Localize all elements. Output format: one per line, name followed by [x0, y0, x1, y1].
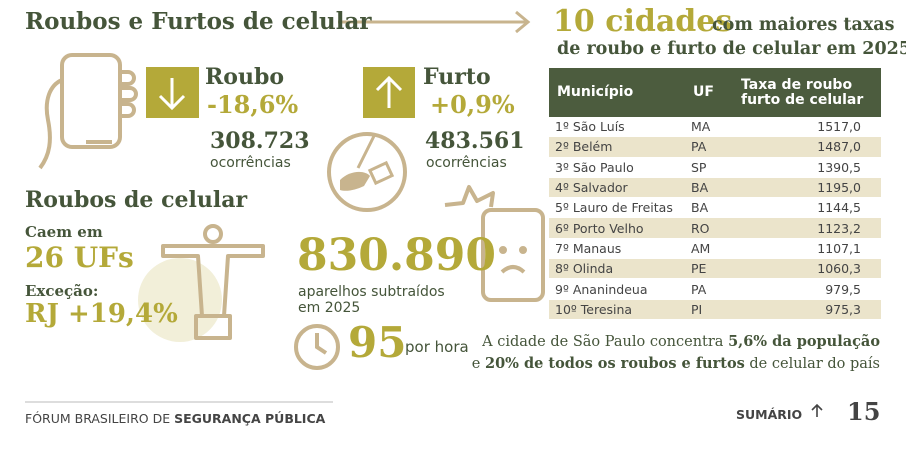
table-row: 1º São Luís MA 1517,0	[549, 117, 881, 138]
total-desc: em 2025	[298, 300, 361, 316]
table-row: 6º Porto Velho RO 1123,2	[549, 217, 881, 239]
org-bold: SEGURANÇA PÚBLICA	[174, 411, 326, 426]
header-cell: UF	[685, 68, 733, 117]
note-text: A cidade de São Paulo concentra	[482, 334, 729, 350]
table-cell: 1º São Luís	[549, 117, 685, 138]
note-bold: 20% de todos os roubos e furtos	[484, 355, 745, 372]
page-number: 15	[847, 397, 881, 426]
table-cell: 1390,5	[733, 157, 881, 178]
table-row: 3º São Paulo SP 1390,5	[549, 157, 881, 178]
note-line: e 20% de todos os roubos e furtos de cel…	[472, 355, 880, 372]
table-cell: AM	[685, 238, 733, 260]
table-row: 9º Ananindeua PA 979,5	[549, 278, 881, 300]
table-cell: 1487,0	[733, 136, 881, 158]
table-cell: BA	[685, 197, 733, 219]
table-cell: 7º Manaus	[549, 238, 685, 260]
header-line: furto de celular	[741, 91, 864, 108]
table-cell: 5º Lauro de Freitas	[549, 197, 685, 219]
table-cell: 1107,1	[733, 238, 881, 260]
section-title: Roubos de celular	[25, 187, 248, 213]
roubo-change: -18,6%	[207, 90, 299, 119]
roubo-unit: ocorrências	[210, 155, 291, 171]
table-cell: 1144,5	[733, 197, 881, 219]
ufs: 26 UFs	[25, 241, 134, 274]
roubo-count: 308.723	[210, 128, 310, 154]
header-cell: Município	[549, 68, 685, 117]
table-cell: 1123,2	[733, 217, 881, 239]
table-row: 2º Belém PA 1487,0	[549, 136, 881, 158]
table-cell: RO	[685, 217, 733, 239]
table-row: 8º Olinda PE 1060,3	[549, 258, 881, 280]
table-cell: 6º Porto Velho	[549, 217, 685, 239]
total: 830.890	[297, 230, 497, 281]
sumario-link[interactable]: SUMÁRIO	[736, 407, 803, 422]
table-row: 10º Teresina PI 975,3	[549, 299, 881, 320]
furto-change: +0,9%	[430, 90, 515, 119]
table-cell: 3º São Paulo	[549, 157, 685, 178]
note-line: A cidade de São Paulo concentra 5,6% da …	[482, 333, 880, 350]
table-cell: 9º Ananindeua	[549, 278, 685, 300]
table-cell: 4º Salvador	[549, 177, 685, 199]
table-cell: PA	[685, 278, 733, 300]
footer-org: FÓRUM BRASILEIRO DE SEGURANÇA PÚBLICA	[25, 411, 325, 426]
table-cell: 1517,0	[733, 117, 881, 138]
table-title: de roubo e furto de celular em 2025	[557, 39, 906, 59]
table-cell: BA	[685, 177, 733, 199]
note-bold: 5,6% da população	[728, 333, 880, 350]
city-table: Município UF Taxa de roubo furto de celul…	[549, 68, 881, 320]
per-hour: 95	[348, 318, 407, 367]
total-desc: aparelhos subtraídos	[298, 284, 445, 300]
table-cell: 10º Teresina	[549, 299, 685, 320]
table-cell: PE	[685, 258, 733, 280]
table-body: 1º São Luís MA 1517,0 2º Belém PA 1487,0 3º Sã…	[549, 117, 881, 320]
table-title-big: 10 cidades	[553, 4, 733, 39]
table-title: com maiores taxas	[712, 15, 895, 35]
table-row: 4º Salvador BA 1195,0	[549, 177, 881, 199]
table-cell: 1060,3	[733, 258, 881, 280]
table-row: 5º Lauro de Freitas BA 1144,5	[549, 197, 881, 219]
per-hour-label: por hora	[405, 338, 469, 356]
org: FÓRUM BRASILEIRO DE	[25, 411, 175, 426]
excecao: Exceção:	[25, 282, 99, 300]
table-cell: 979,5	[733, 278, 881, 300]
furto-count: 483.561	[425, 128, 525, 154]
note-text: de celular do país	[744, 356, 880, 372]
table-cell: 8º Olinda	[549, 258, 685, 280]
header-line: Taxa de roubo	[741, 76, 853, 93]
note-text: e	[471, 356, 485, 372]
title: Roubos e Furtos de celular	[25, 8, 372, 35]
table-cell: 1195,0	[733, 177, 881, 199]
furto-label: Furto	[423, 64, 491, 90]
rj: RJ +19,4%	[25, 299, 178, 329]
furto-unit: ocorrências	[426, 155, 507, 171]
table-cell: 2º Belém	[549, 136, 685, 158]
table-cell: SP	[685, 157, 733, 178]
header-cell: Taxa de roubo furto de celular	[733, 68, 881, 117]
table-cell: 975,3	[733, 299, 881, 320]
table-cell: MA	[685, 117, 733, 138]
roubo-label: Roubo	[205, 64, 285, 90]
caem-em: Caem em	[25, 223, 103, 241]
table-cell: PA	[685, 136, 733, 158]
table-row: 7º Manaus AM 1107,1	[549, 238, 881, 260]
table-cell: PI	[685, 299, 733, 320]
